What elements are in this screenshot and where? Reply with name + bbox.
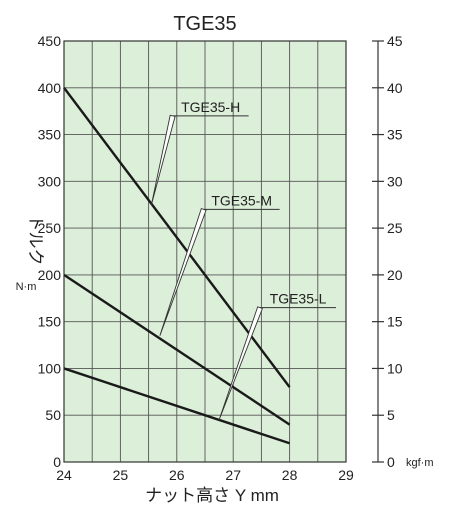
y-tick-label: 0 [53, 454, 61, 470]
series-lines [63, 87, 291, 445]
y2-tick-label: 25 [387, 220, 403, 236]
y-ticks: 0 50 100 150 200 250 300 350 400 450 [38, 33, 62, 470]
chart-title: TGE35 [173, 13, 236, 35]
series-line [63, 367, 290, 445]
x-axis-label: ナット高さ Y mm [145, 486, 279, 505]
series-leader-arrow [159, 208, 207, 336]
y2-tick-label: 15 [387, 314, 403, 330]
series-line [63, 273, 291, 426]
y2-tick-label: 40 [387, 80, 403, 96]
x-tick-label: 25 [113, 467, 129, 483]
series-leaders: TGE35-H TGE35-M TGE35-L [150, 99, 337, 421]
y-tick-label: 350 [38, 127, 62, 143]
series-leader-arrow [218, 306, 263, 421]
x-tick-label: 27 [225, 467, 241, 483]
y-axis-unit: N·m [16, 281, 37, 293]
y-tick-label: 200 [38, 267, 62, 283]
x-tick-label: 29 [338, 467, 354, 483]
series-line [63, 87, 291, 388]
y2-axis-unit: kgf·m [406, 457, 434, 469]
y2-tick-label: 20 [387, 267, 403, 283]
y2-tick-label: 5 [387, 407, 395, 423]
y-tick-label: 400 [38, 80, 62, 96]
y-tick-label: 150 [38, 314, 62, 330]
series-leader-arrow [150, 114, 176, 205]
x-ticks: 24 25 26 27 28 29 [56, 467, 354, 483]
y-axis-label: トルク [26, 215, 45, 266]
y2-tick-label: 10 [387, 360, 403, 376]
y2-tick-label: 0 [387, 454, 395, 470]
y-tick-label: 100 [38, 360, 62, 376]
y2-tick-label: 35 [387, 127, 403, 143]
series-label: TGE35-L [270, 291, 327, 307]
x-tick-label: 26 [169, 467, 185, 483]
y2-tick-label: 30 [387, 173, 403, 189]
y2-tick-label: 45 [387, 33, 403, 49]
plot-border [63, 40, 347, 463]
y2-axis: 0 5 10 15 20 25 30 35 40 45 [372, 33, 403, 470]
x-tick-label: 24 [56, 467, 72, 483]
x-tick-label: 28 [282, 467, 298, 483]
y-tick-label: 300 [38, 173, 62, 189]
series-label: TGE35-M [211, 192, 272, 208]
series-label: TGE35-H [181, 99, 240, 115]
y-tick-label: 450 [38, 33, 62, 49]
y-tick-label: 50 [45, 407, 61, 423]
y-tick-label: 250 [38, 220, 62, 236]
